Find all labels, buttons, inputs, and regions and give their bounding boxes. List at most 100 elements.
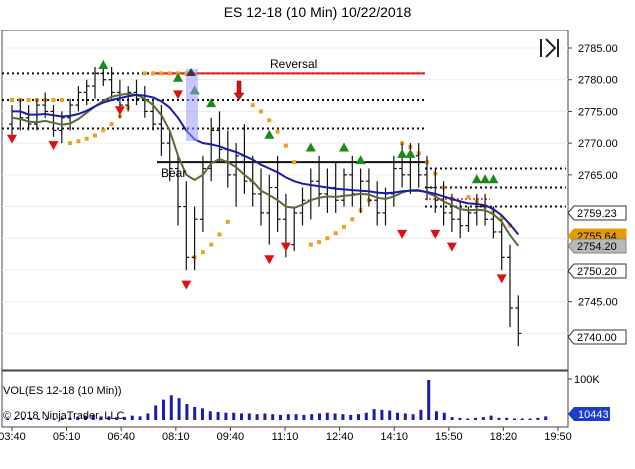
ohlc-bar [390, 155, 397, 207]
y-tick-label: 2785.00 [578, 43, 618, 55]
price-badge-label: 2740.00 [577, 332, 617, 344]
stop-dot [342, 224, 346, 229]
y-tick-label: 2775.00 [578, 106, 618, 118]
stop-dot [142, 71, 147, 76]
x-tick-label: 05:10 [53, 431, 81, 443]
ohlc-bar [125, 86, 132, 112]
volume-label: VOL(ES 12-18 (10 Min)) [3, 385, 122, 397]
volume-bar [68, 417, 72, 420]
volume-bar [130, 415, 134, 420]
ohlc-bar [448, 193, 455, 232]
price-chart[interactable]: 2785.00 2780.00 2775.00 2770.00 2765.00 2745.… [0, 30, 635, 469]
volume-bar [513, 418, 516, 420]
volume-bar [247, 413, 251, 420]
x-tick-label: 09:40 [217, 431, 245, 443]
price-badge-label: 2754.20 [577, 241, 617, 253]
volume-bar [177, 398, 181, 420]
stop-dot [308, 242, 313, 247]
volume-bar [29, 417, 33, 420]
stop-dot [101, 128, 106, 133]
ohlc-bar [50, 105, 57, 137]
volume-bar [442, 412, 446, 420]
volume-bar [271, 414, 275, 420]
volume-bar [146, 413, 150, 420]
price-badge [567, 238, 627, 254]
volume-bar [21, 418, 25, 420]
x-tick-label: 14:10 [380, 431, 408, 443]
stop-dot [292, 160, 297, 165]
reversal-label: Reversal [270, 57, 317, 71]
ohlc-bar [507, 244, 513, 328]
stop-dot [333, 231, 338, 236]
volume-bar [411, 414, 415, 420]
stop-dot [109, 122, 114, 127]
price-badge [567, 205, 627, 221]
volume-bar [208, 411, 212, 420]
volume-bar [474, 417, 477, 420]
price-panel-border [1, 30, 569, 371]
volume-axis-label: 100K [574, 374, 600, 386]
volume-bar [364, 412, 368, 420]
volume-bar [138, 416, 142, 420]
ohlc-bar [141, 86, 148, 118]
volume-bar [13, 418, 17, 420]
stop-dot [159, 71, 164, 76]
volume-bar [91, 414, 95, 420]
y-tick-label: 2745.00 [578, 297, 618, 309]
copyright-label: © 2018 NinjaTrader, LLC [3, 410, 124, 422]
slow-moving-average-line [11, 92, 520, 247]
ohlc-bar [498, 219, 505, 270]
x-tick-label: 08:10 [162, 431, 190, 443]
stop-dot [317, 240, 322, 245]
sell-arrow-icon [48, 141, 59, 151]
stop-dot [217, 232, 222, 237]
ohlc-bar [158, 105, 165, 156]
volume-bar [427, 380, 431, 420]
volume-bar [325, 412, 329, 420]
sell-arrow-icon [7, 134, 17, 144]
ohlc-bar [199, 155, 206, 232]
chart-title: ES 12-18 (10 Min) 10/22/2018 [223, 4, 412, 20]
chart-toolbar-icon[interactable] [540, 38, 559, 58]
y-tick-label: 2765.00 [578, 170, 618, 182]
volume-bar [403, 413, 407, 420]
volume-bar [255, 414, 259, 420]
stop-dot [151, 71, 156, 76]
buy-arrow-icon [355, 155, 366, 165]
stop-dot [167, 71, 172, 76]
volume-bar [279, 414, 282, 420]
ohlc-bar [365, 168, 372, 207]
ohlc-bar [299, 187, 306, 226]
ohlc-bar [307, 168, 314, 220]
volume-bar [497, 417, 501, 420]
ohlc-bar [224, 130, 231, 188]
buy-arrow-icon [305, 142, 316, 152]
ohlc-bar [191, 206, 198, 270]
red-down-marker-icon [233, 80, 245, 101]
volume-bar [458, 417, 462, 420]
stop-dot [267, 118, 272, 123]
volume-bar [76, 417, 80, 420]
x-tick-label: 15:50 [435, 431, 463, 443]
ohlc-bar [183, 181, 190, 270]
x-tick-label: 12:40 [326, 431, 354, 443]
volume-bar [302, 414, 306, 420]
fast-moving-average-line [12, 93, 520, 236]
buy-arrow-icon [397, 148, 408, 158]
stop-dot [68, 141, 73, 146]
volume-bar [505, 417, 509, 420]
stop-dot [259, 109, 263, 114]
reversal-highlight [186, 68, 198, 141]
stop-dot [250, 103, 255, 108]
volume-bar [185, 404, 189, 420]
volume-bar [263, 413, 267, 420]
volume-bar [294, 414, 298, 420]
ohlc-bar [233, 143, 240, 207]
x-tick-label: 18:20 [490, 431, 518, 443]
stop-dot [76, 139, 81, 144]
stop-dot [350, 217, 355, 222]
volume-bar [466, 418, 470, 420]
ohlc-bar [208, 117, 215, 182]
ohlc-bar [415, 143, 422, 188]
volume-bar [318, 413, 321, 420]
